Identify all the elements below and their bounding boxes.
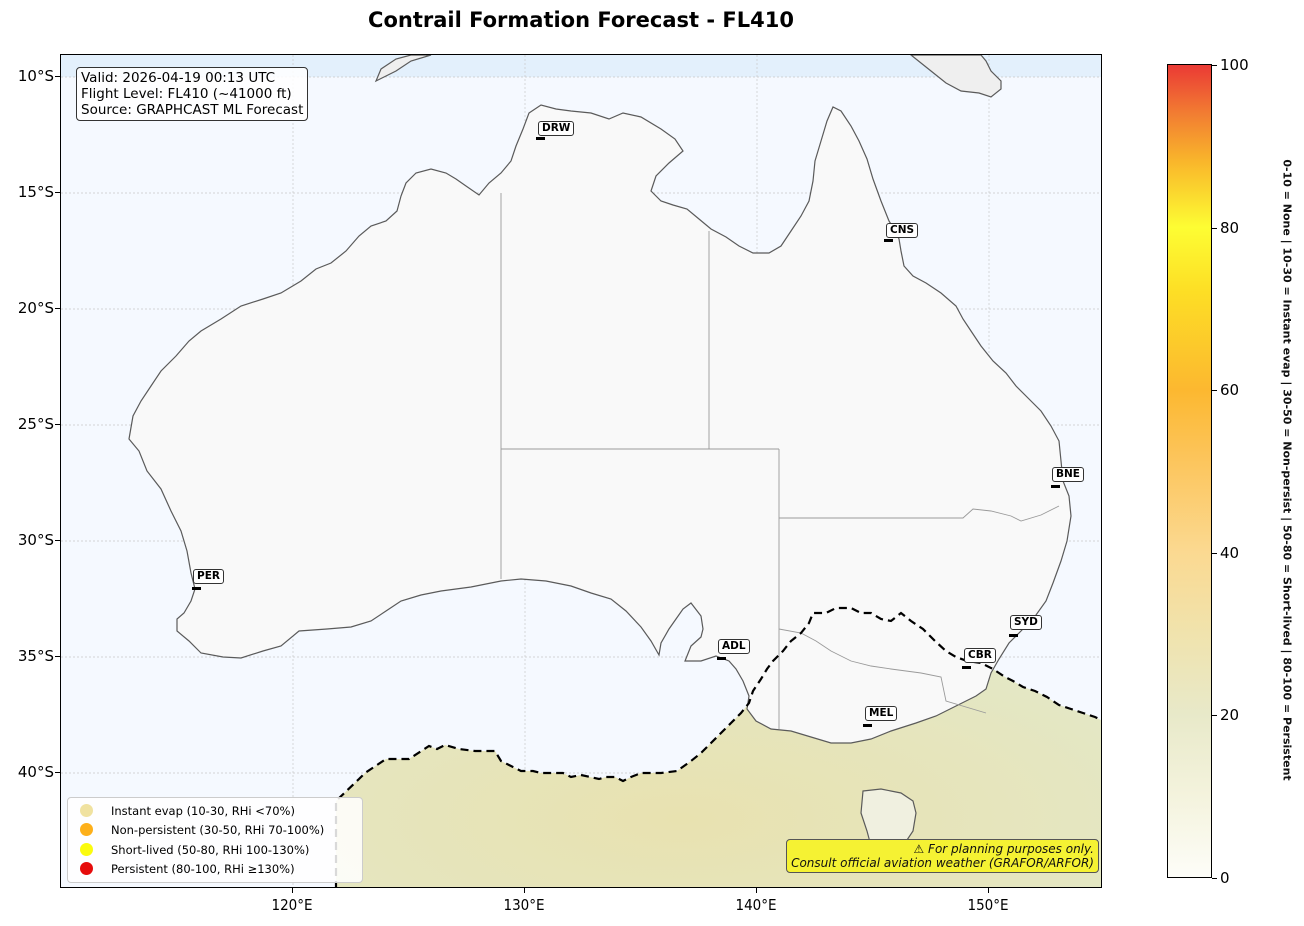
map-axes [60, 54, 1102, 888]
valid-time: Valid: 2026-04-19 00:13 UTC [81, 70, 276, 86]
legend-item-non-persistent: Non-persistent (30-50, RHi 70-100%) [80, 820, 324, 839]
station-marker-per [192, 587, 201, 590]
y-tick-label: 20°S [17, 299, 54, 317]
x-tick-label: 130°E [503, 896, 545, 914]
colorbar-tick-label: 20 [1220, 706, 1240, 724]
flight-level: Flight Level: FL410 (~41000 ft) [81, 86, 292, 102]
station-label-drw: DRW [538, 121, 575, 136]
y-tick-mark [55, 424, 60, 425]
station-label-bne: BNE [1052, 467, 1084, 482]
colorbar-tick [1212, 228, 1217, 229]
timor-landmass [374, 55, 432, 83]
station-label-mel: MEL [865, 706, 898, 721]
colorbar-tick [1212, 878, 1217, 879]
station-marker-syd [1009, 634, 1018, 637]
colorbar-tick [1212, 553, 1217, 554]
station-label-adl: ADL [718, 639, 750, 654]
legend-label: Short-lived (50-80, RHi 100-130%) [111, 842, 310, 857]
x-tick-mark [988, 888, 989, 893]
y-tick-label: 40°S [17, 763, 54, 781]
y-tick-mark [55, 656, 60, 657]
y-tick-mark [55, 308, 60, 309]
legend-label: Instant evap (10-30, RHi <70%) [111, 803, 295, 818]
colorbar-tick [1212, 390, 1217, 391]
colorbar-tick-label: 100 [1220, 56, 1249, 74]
y-tick-mark [55, 540, 60, 541]
y-tick-label: 30°S [17, 531, 54, 549]
y-tick-label: 35°S [17, 647, 54, 665]
colorbar-tick-label: 80 [1220, 219, 1240, 237]
legend-item-instant-evap: Instant evap (10-30, RHi <70%) [80, 801, 295, 820]
colorbar-tick-label: 60 [1220, 381, 1240, 399]
legend-label: Persistent (80-100, RHi ≥130%) [111, 861, 295, 876]
x-tick-label: 140°E [735, 896, 777, 914]
colorbar-tick [1212, 65, 1217, 66]
y-tick-label: 25°S [17, 415, 54, 433]
y-tick-mark [55, 772, 60, 773]
x-tick-mark [756, 888, 757, 893]
legend-item-persistent: Persistent (80-100, RHi ≥130%) [80, 859, 295, 878]
colorbar-tick-label: 40 [1220, 544, 1240, 562]
legend-item-short-lived: Short-lived (50-80, RHi 100-130%) [80, 840, 309, 859]
station-marker-cbr [962, 666, 971, 669]
chart-title: Contrail Formation Forecast - FL410 [368, 8, 794, 32]
colorbar-tick-label: 0 [1220, 869, 1230, 887]
station-label-per: PER [193, 569, 224, 584]
planning-disclaimer: ⚠ For planning purposes only. Consult of… [786, 839, 1099, 873]
x-tick-label: 120°E [271, 896, 313, 914]
station-marker-mel [863, 724, 872, 727]
colorbar [1167, 64, 1212, 878]
station-label-syd: SYD [1010, 615, 1042, 630]
disclaimer-line-1: ⚠ For planning purposes only. [913, 842, 1094, 856]
circle-icon [80, 843, 93, 856]
australia-landmass [128, 104, 1072, 744]
y-tick-label: 10°S [17, 67, 54, 85]
colorbar-category-label: 0-10 = None | 10-30 = Instant evap | 30-… [1280, 159, 1294, 781]
legend-label: Non-persistent (30-50, RHi 70-100%) [111, 822, 325, 837]
disclaimer-line-2: Consult official aviation weather (GRAFO… [791, 856, 1094, 870]
station-marker-cns [884, 239, 893, 242]
station-marker-drw [536, 137, 545, 140]
new-guinea-landmass [910, 55, 1002, 98]
station-marker-adl [717, 657, 726, 660]
contrail-zone-boundary [334, 606, 1101, 887]
station-label-cbr: CBR [964, 648, 996, 663]
legend: Instant evap (10-30, RHi <70%) Non-persi… [67, 797, 363, 883]
station-marker-bne [1051, 485, 1060, 488]
x-tick-mark [524, 888, 525, 893]
data-source: Source: GRAPHCAST ML Forecast [81, 102, 304, 118]
equatorial-band [61, 55, 1101, 77]
y-tick-mark [55, 192, 60, 193]
colorbar-tick [1212, 715, 1217, 716]
x-tick-mark [292, 888, 293, 893]
y-tick-mark [55, 76, 60, 77]
circle-icon [80, 804, 93, 817]
circle-icon [80, 823, 93, 836]
y-tick-label: 15°S [17, 183, 54, 201]
circle-icon [80, 862, 93, 875]
map-canvas [61, 55, 1101, 887]
state-borders [500, 193, 1060, 729]
station-label-cns: CNS [886, 223, 919, 238]
x-tick-label: 150°E [967, 896, 1009, 914]
forecast-info-box: Valid: 2026-04-19 00:13 UTC Flight Level… [76, 67, 309, 121]
